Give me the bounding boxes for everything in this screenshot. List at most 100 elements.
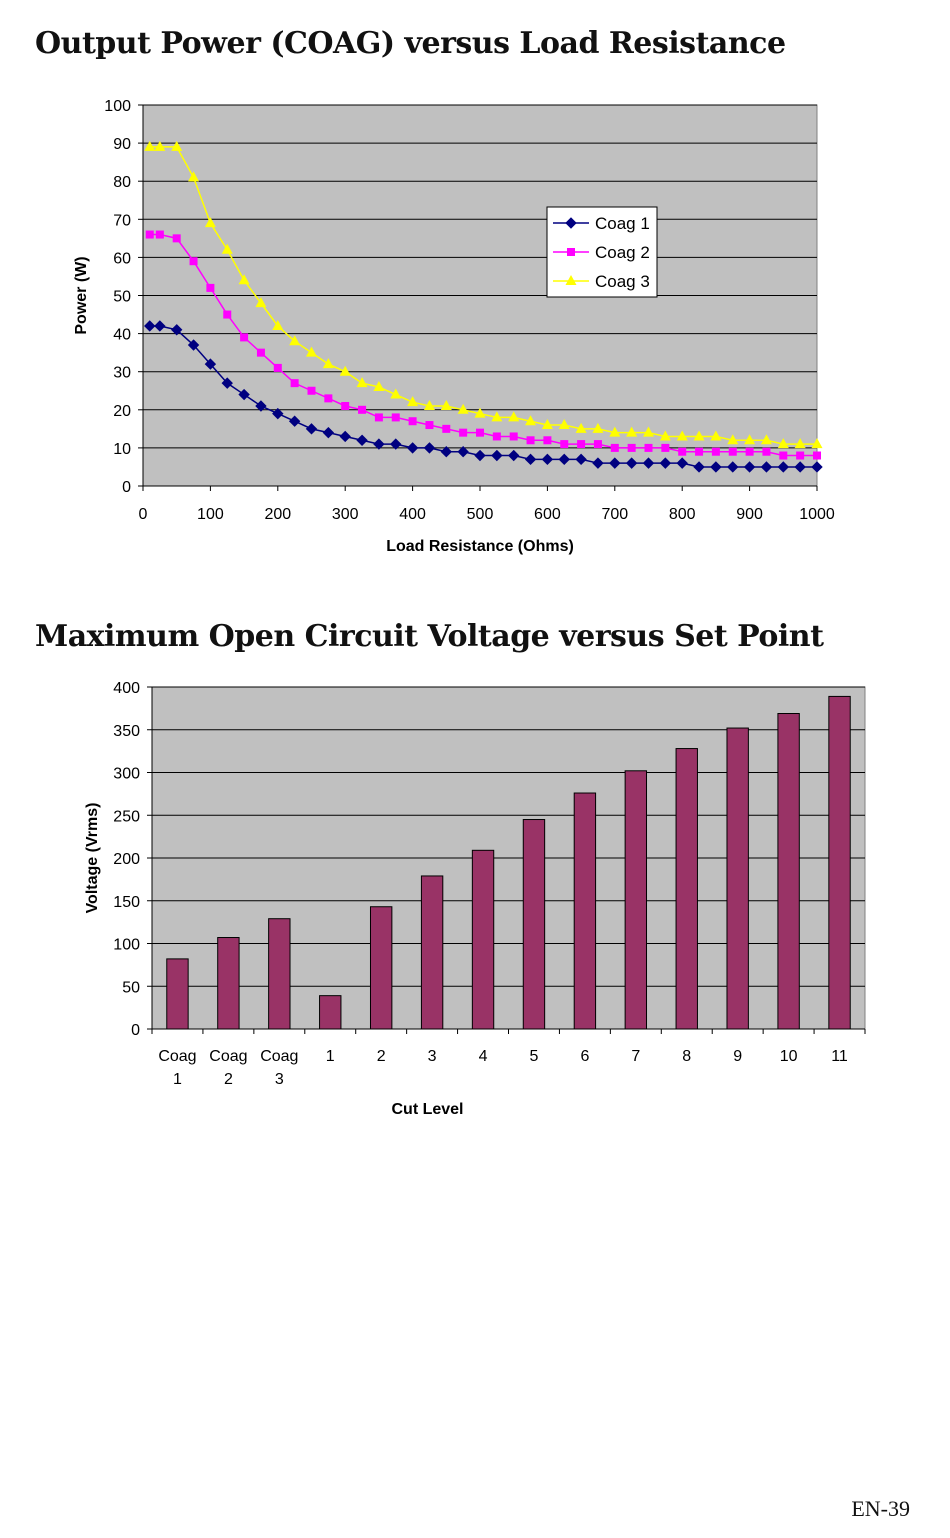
data-point	[743, 461, 756, 473]
bar	[369, 906, 393, 1030]
data-point	[592, 457, 604, 469]
data-point	[644, 443, 653, 452]
data-point	[145, 230, 154, 239]
series-coag-3	[144, 140, 823, 449]
data-point	[693, 461, 705, 473]
data-point	[425, 421, 434, 430]
y-tick-label: 80	[113, 174, 131, 191]
data-point	[811, 461, 823, 473]
bar	[726, 727, 749, 1030]
y-tick-label: 250	[113, 808, 140, 825]
legend: Coag 1 Coag 2 Coag 3	[546, 206, 658, 298]
legend-marker	[565, 275, 577, 285]
data-point	[423, 442, 436, 454]
data-point	[593, 440, 602, 449]
data-point	[341, 401, 350, 410]
y-tick-label: 20	[113, 403, 131, 420]
legend-marker	[565, 217, 577, 229]
y-axis-label: Power (W)	[73, 256, 90, 334]
data-point	[457, 446, 469, 458]
x-tick-label: 1	[326, 1048, 335, 1065]
data-point	[525, 415, 537, 426]
data-point	[144, 320, 156, 332]
data-point	[390, 388, 402, 399]
x-axis-label: Load Resistance (Ohms)	[386, 538, 574, 555]
data-point	[728, 447, 737, 456]
data-point	[273, 363, 282, 372]
data-point	[779, 451, 788, 460]
data-point	[290, 379, 299, 388]
data-point	[676, 457, 688, 469]
data-point	[492, 432, 501, 441]
data-point	[339, 365, 351, 376]
data-point	[794, 461, 806, 473]
data-point	[491, 411, 503, 422]
data-point	[813, 451, 821, 460]
data-point	[457, 403, 469, 414]
data-point	[575, 453, 587, 466]
data-point	[172, 234, 181, 243]
data-point	[408, 417, 417, 426]
data-point	[625, 457, 638, 469]
data-point	[543, 436, 552, 445]
bar	[828, 695, 851, 1030]
data-point	[541, 453, 554, 466]
data-point	[339, 430, 351, 443]
data-point	[744, 434, 756, 445]
data-point	[760, 434, 772, 445]
data-point	[541, 419, 553, 430]
data-point	[423, 399, 435, 410]
x-tick-label: 0	[139, 506, 148, 523]
data-point	[144, 140, 156, 151]
y-tick-label: 350	[113, 723, 140, 740]
data-point	[491, 449, 503, 462]
x-tick-label: 2	[377, 1048, 386, 1065]
x-tick-label: 1000	[799, 506, 835, 523]
data-point	[189, 257, 198, 266]
x-tick-label: 3	[275, 1071, 284, 1088]
data-point	[272, 319, 284, 330]
bar	[268, 918, 291, 1030]
data-point	[440, 399, 452, 410]
y-tick-label: 90	[113, 136, 131, 153]
x-tick-label: 1	[173, 1071, 182, 1088]
data-point	[442, 424, 451, 433]
data-point	[796, 451, 805, 460]
data-point	[474, 449, 486, 462]
data-point	[206, 283, 215, 292]
chart1-title: Output Power (COAG) versus Load Resistan…	[35, 26, 786, 61]
bar	[777, 713, 800, 1030]
x-tick-label: 10	[780, 1048, 798, 1065]
data-point	[643, 426, 654, 437]
data-point	[221, 243, 233, 254]
data-point	[171, 140, 183, 151]
data-point	[560, 440, 569, 449]
page-number: EN-39	[851, 1496, 910, 1521]
x-tick-label: 8	[682, 1048, 691, 1065]
data-point	[526, 436, 535, 445]
data-point	[794, 438, 806, 449]
data-point	[440, 446, 453, 458]
data-point	[659, 430, 671, 441]
bar	[573, 792, 597, 1030]
x-tick-label: 2	[224, 1071, 233, 1088]
data-point	[322, 426, 335, 439]
data-point	[256, 348, 265, 357]
data-point	[727, 434, 739, 445]
x-tick-label: Coag	[260, 1048, 298, 1065]
data-point	[373, 438, 385, 450]
x-tick-label: 7	[631, 1048, 640, 1065]
series-coag-2	[145, 230, 821, 460]
data-point	[727, 461, 739, 473]
y-tick-label: 300	[113, 766, 140, 783]
y-tick-label: 50	[113, 289, 131, 306]
data-point	[155, 230, 164, 239]
data-point	[358, 405, 367, 414]
data-point	[609, 457, 621, 469]
chart2-title: Maximum Open Circuit Voltage versus Set …	[35, 619, 824, 654]
data-point	[391, 413, 400, 422]
bar	[471, 849, 495, 1030]
data-point	[659, 457, 672, 469]
x-tick-label: 100	[197, 506, 224, 523]
data-point	[609, 426, 621, 437]
